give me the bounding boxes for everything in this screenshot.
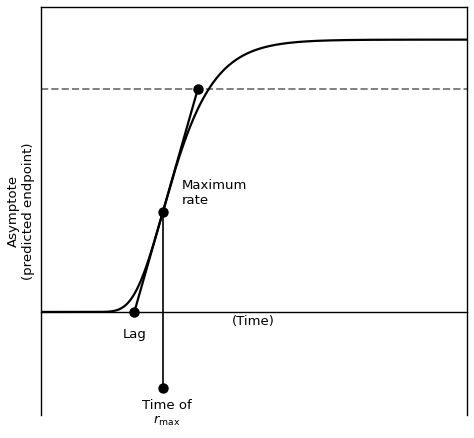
Text: Time of
$r_{\mathrm{max}}$: Time of $r_{\mathrm{max}}$ [142, 399, 192, 428]
X-axis label: (Time): (Time) [232, 315, 275, 328]
Text: Lag: Lag [122, 328, 146, 341]
Y-axis label: Asymptote
(predicted endpoint): Asymptote (predicted endpoint) [7, 142, 35, 280]
Text: Maximum
rate: Maximum rate [182, 179, 247, 207]
